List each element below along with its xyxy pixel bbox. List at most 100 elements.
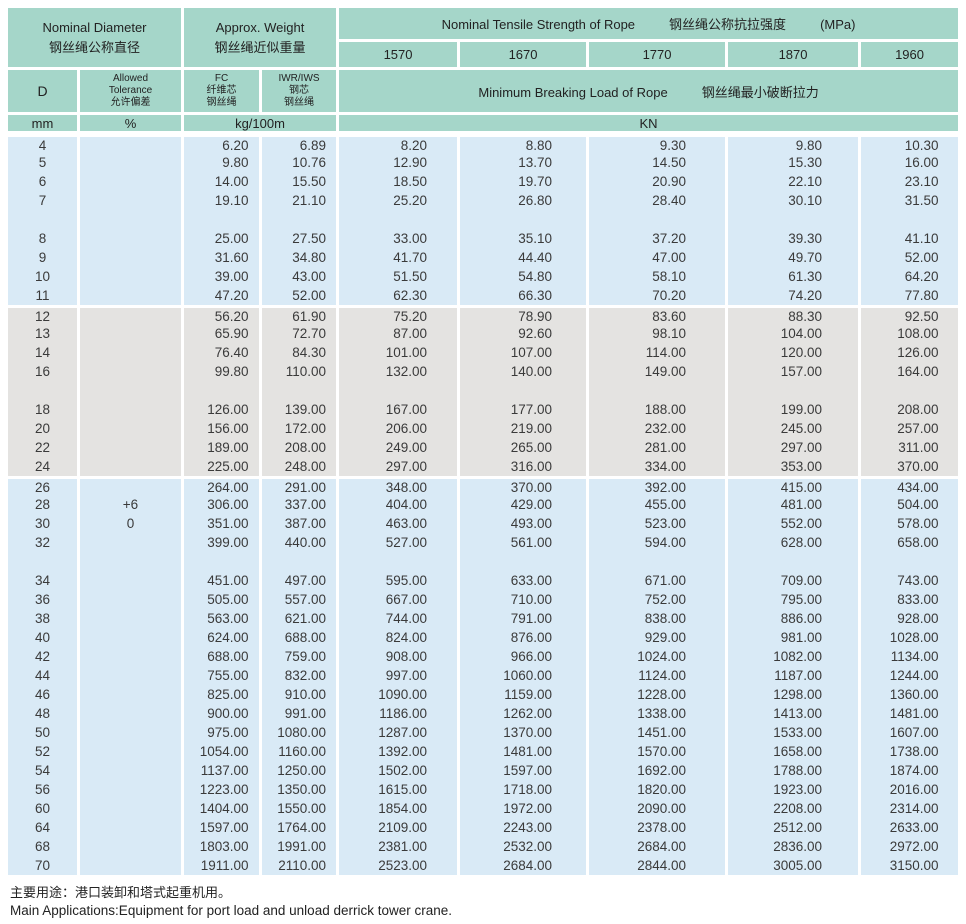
cell-load-1770: 232.00 — [589, 419, 729, 438]
cell-value: 164.00 — [897, 364, 939, 379]
cell-value: 56 — [34, 782, 51, 797]
cell-tolerance — [80, 210, 185, 229]
cell-iwr-weight: 248.00 — [262, 457, 340, 476]
cell-d: 4 — [8, 134, 80, 153]
cell-load-1770: 1228.00 — [589, 685, 729, 704]
cell-fc-weight: 6.20 — [184, 134, 263, 153]
table-row: 68 1803.00 1991.00 2381.00 2532.00 2684.00 283… — [8, 837, 959, 856]
cell-load-1960: 370.00 — [861, 457, 959, 476]
cell-value: 2378.00 — [637, 820, 687, 835]
unit-weight: kg/100m — [184, 115, 340, 134]
cell-fc-weight: 1404.00 — [184, 799, 263, 818]
cell-load-1770: 1451.00 — [589, 723, 729, 742]
cell-value: 31.50 — [904, 193, 939, 208]
cell-fc-weight: 755.00 — [184, 666, 263, 685]
cell-d — [8, 381, 80, 400]
cell-iwr-weight: 172.00 — [262, 419, 340, 438]
cell-load-1570: 87.00 — [339, 324, 461, 343]
cell-tolerance — [80, 172, 185, 191]
cell-tolerance — [80, 419, 185, 438]
cell-iwr-weight: 21.10 — [262, 191, 340, 210]
cell-value: 208.00 — [284, 440, 327, 455]
cell-iwr-weight: 208.00 — [262, 438, 340, 457]
cell-fc-weight — [184, 381, 263, 400]
cell-value: 35.10 — [518, 231, 553, 246]
cell-value: 108.00 — [897, 326, 939, 341]
cell-load-1870: 9.80 — [728, 134, 862, 153]
cell-value: 1413.00 — [773, 706, 823, 721]
cell-iwr-weight: 991.00 — [262, 704, 340, 723]
cell-load-1870: 199.00 — [728, 400, 862, 419]
cell-iwr-weight: 688.00 — [262, 628, 340, 647]
cell-value: 1137.00 — [200, 763, 249, 778]
cell-value: 189.00 — [207, 440, 249, 455]
header-grade-1570: 1570 — [339, 41, 461, 70]
cell-load-1960 — [861, 210, 959, 229]
cell-d — [8, 210, 80, 229]
cell-value: 28 — [34, 497, 51, 512]
spacer-row — [8, 381, 959, 400]
header-breaking-load-zh: 钢丝绳最小破断拉力 — [701, 84, 819, 100]
cell-load-1770: 58.10 — [589, 267, 729, 286]
cell-value: 114.00 — [645, 345, 687, 360]
header-row-main: Nominal Diameter 钢丝绳公称直径 Approx. Weight … — [8, 8, 959, 70]
cell-load-1670: 791.00 — [460, 609, 590, 628]
cell-tolerance — [80, 286, 185, 305]
cell-value: 172.00 — [284, 421, 327, 436]
cell-value: 10.76 — [292, 155, 327, 170]
cell-fc-weight: 76.40 — [184, 343, 263, 362]
cell-value: 2844.00 — [637, 858, 687, 873]
cell-load-1870: 157.00 — [728, 362, 862, 381]
cell-value: 132.00 — [385, 364, 428, 379]
cell-value: 1287.00 — [378, 725, 428, 740]
cell-tolerance — [80, 856, 185, 875]
cell-d: 5 — [8, 153, 80, 172]
cell-value: 157.00 — [780, 364, 823, 379]
cell-d: 48 — [8, 704, 80, 723]
cell-value: 34.80 — [292, 250, 327, 265]
header-tensile-strength-zh: 钢丝绳公称抗拉强度 — [669, 16, 787, 32]
cell-load-1870: 709.00 — [728, 571, 862, 590]
cell-load-1960: 1874.00 — [861, 761, 959, 780]
cell-load-1870: 886.00 — [728, 609, 862, 628]
cell-tolerance — [80, 780, 185, 799]
cell-load-1570: 297.00 — [339, 457, 461, 476]
cell-value: 2684.00 — [637, 839, 687, 854]
wire-rope-spec-table: Nominal Diameter 钢丝绳公称直径 Approx. Weight … — [8, 8, 959, 875]
cell-fc-weight: 14.00 — [184, 172, 263, 191]
cell-load-1870: 30.10 — [728, 191, 862, 210]
cell-tolerance — [80, 381, 185, 400]
cell-load-1570: 2523.00 — [339, 856, 461, 875]
cell-iwr-weight: 15.50 — [262, 172, 340, 191]
cell-value: 2381.00 — [378, 839, 428, 854]
cell-load-1870: 2208.00 — [728, 799, 862, 818]
cell-load-1960 — [861, 381, 959, 400]
cell-load-1870: 1788.00 — [728, 761, 862, 780]
cell-value: 1360.00 — [889, 687, 939, 702]
table-row: 52 1054.00 1160.00 1392.00 1481.00 1570.00 165… — [8, 742, 959, 761]
cell-value: 928.00 — [897, 611, 939, 626]
cell-value: 463.00 — [385, 516, 428, 531]
cell-value: 23.10 — [904, 174, 939, 189]
table-row: 48 900.00 991.00 1186.00 1262.00 1338.00 1413.… — [8, 704, 959, 723]
cell-load-1770: 2684.00 — [589, 837, 729, 856]
cell-value: 876.00 — [510, 630, 553, 645]
cell-iwr-weight: 387.00 — [262, 514, 340, 533]
table-row: 50 975.00 1080.00 1287.00 1370.00 1451.00 1533… — [8, 723, 959, 742]
spacer-row — [8, 552, 959, 571]
cell-load-1770: 114.00 — [589, 343, 729, 362]
cell-value: 87.00 — [393, 326, 428, 341]
cell-load-1670: 1262.00 — [460, 704, 590, 723]
cell-load-1570: 51.50 — [339, 267, 461, 286]
cell-load-1870: 297.00 — [728, 438, 862, 457]
cell-iwr-weight: 759.00 — [262, 647, 340, 666]
cell-value: 10.30 — [904, 137, 939, 153]
cell-value: 353.00 — [780, 459, 823, 474]
cell-value: 47.00 — [652, 250, 687, 265]
cell-load-1960: 2972.00 — [861, 837, 959, 856]
cell-value: 44 — [34, 668, 51, 683]
cell-load-1770: 83.60 — [589, 305, 729, 324]
cell-load-1960: 23.10 — [861, 172, 959, 191]
cell-load-1870: 1923.00 — [728, 780, 862, 799]
cell-load-1870: 1413.00 — [728, 704, 862, 723]
